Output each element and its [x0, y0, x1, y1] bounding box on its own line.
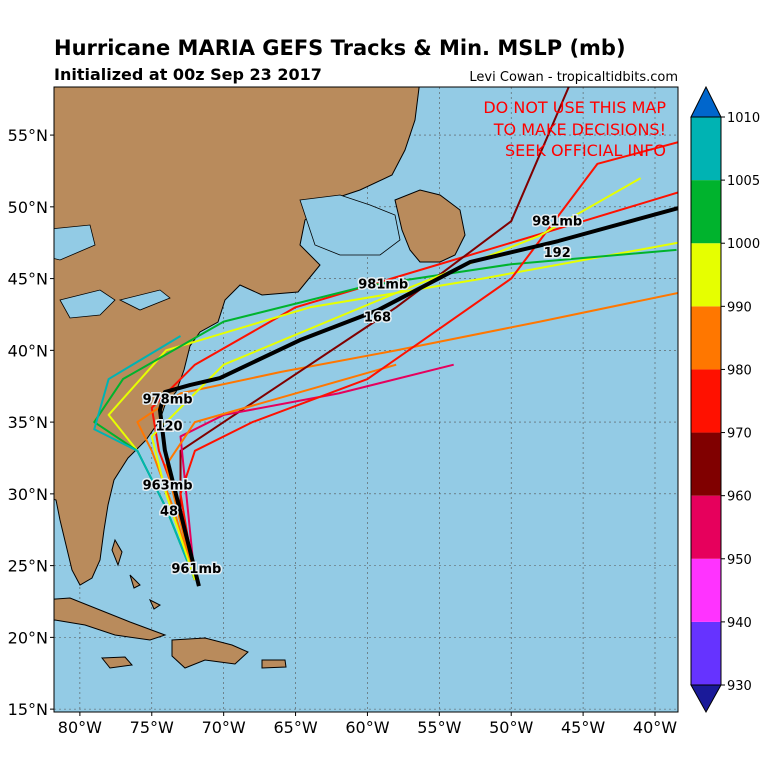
newfoundland [394, 189, 466, 263]
x-tick-label: 65°W [273, 718, 317, 737]
y-tick-label: 45°N [8, 270, 48, 289]
member-track [150, 177, 642, 581]
colorbar-tick-label: 950 [727, 553, 752, 568]
colorbar-tick-label: 980 [727, 363, 752, 378]
lake [118, 289, 171, 311]
y-tick-label: 25°N [8, 557, 48, 576]
colorbar-segment [691, 180, 721, 244]
y-tick-label: 15°N [8, 700, 48, 719]
colorbar-segment [691, 558, 721, 622]
colorbar-over [690, 85, 722, 118]
colorbar-tick-label: 960 [727, 490, 752, 505]
member-track [179, 141, 678, 581]
colorbar-segment [691, 495, 721, 559]
colorbar-under [690, 684, 722, 714]
x-tick-label: 40°W [633, 718, 677, 737]
track-label: 978mb [143, 392, 193, 407]
track-label: 961mb [171, 562, 221, 577]
y-tick-label: 50°N [8, 198, 48, 217]
y-tick-label: 55°N [8, 126, 48, 145]
x-tick-label: 70°W [202, 718, 246, 737]
colorbar-segment [691, 621, 721, 685]
subtitle: Initialized at 00z Sep 23 2017 [54, 65, 322, 84]
member-track [179, 363, 454, 581]
member-track [93, 335, 196, 581]
lake [59, 289, 116, 319]
warning: DO NOT USE THIS MAP TO MAKE DECISIONS! S… [483, 98, 666, 160]
track-label: 120 [155, 420, 182, 435]
bahamas [111, 538, 161, 610]
map-frame [53, 86, 679, 713]
title: Hurricane MARIA GEFS Tracks & Min. MSLP … [54, 36, 626, 60]
colorbar: 930 940 950 960 970 980 990 1000 1005 1010 [690, 85, 760, 714]
member-track [136, 291, 678, 581]
cuba [54, 597, 167, 641]
warning-line: SEEK OFFICIAL INFO [505, 141, 666, 160]
colorbar-segment [691, 117, 721, 181]
mean-track [157, 206, 678, 587]
colorbar-tick-label: 990 [727, 300, 752, 315]
map: 961mb 48 963mb 120 978mb 981mb 168 981mb 192 [54, 87, 678, 712]
track-label: 48 [160, 504, 178, 519]
colorbar-tick-label: 970 [727, 427, 752, 442]
y-tick-label: 40°N [8, 341, 48, 360]
colorbar-frame [690, 116, 722, 686]
x-tick-label: 60°W [345, 718, 389, 737]
gulf [299, 194, 401, 256]
colorbar-segment [691, 306, 721, 370]
hispaniola [171, 637, 249, 669]
x-tick-label: 55°W [417, 718, 461, 737]
y-tick-label: 35°N [8, 413, 48, 432]
colorbar-tick-label: 1010 [727, 111, 760, 126]
colorbar-segment [691, 369, 721, 433]
track-label: 981mb [532, 214, 582, 229]
track-label: 168 [364, 311, 391, 326]
x-tick-label: 80°W [58, 718, 102, 737]
track-label: 981mb [358, 278, 408, 293]
x-tick-label: 75°W [130, 718, 174, 737]
member-track [165, 363, 397, 581]
y-tick-label: 30°N [8, 485, 48, 504]
y-tick-label: 20°N [8, 628, 48, 647]
track-label: 192 [544, 246, 571, 261]
track-label: 963mb [143, 479, 193, 494]
jamaica [100, 656, 133, 669]
tracks: 961mb 48 963mb 120 978mb 981mb 168 981mb 192 [93, 87, 678, 587]
x-tick-label: 50°W [489, 718, 533, 737]
colorbar-tick-label: 940 [727, 616, 752, 631]
warning-line: TO MAKE DECISIONS! [493, 120, 666, 139]
colorbar-tick-label: 1005 [727, 174, 760, 189]
colorbar-segment [691, 432, 721, 496]
lake [54, 224, 96, 261]
x-tick-label: 45°W [561, 718, 605, 737]
puerto-rico [261, 659, 287, 669]
colorbar-tick-label: 930 [727, 679, 752, 694]
colorbar-segment [691, 243, 721, 307]
colorbar-tick-label: 1000 [727, 237, 760, 252]
credit: Levi Cowan - tropicaltidbits.com [469, 70, 678, 85]
warning-line: DO NOT USE THIS MAP [483, 98, 666, 117]
